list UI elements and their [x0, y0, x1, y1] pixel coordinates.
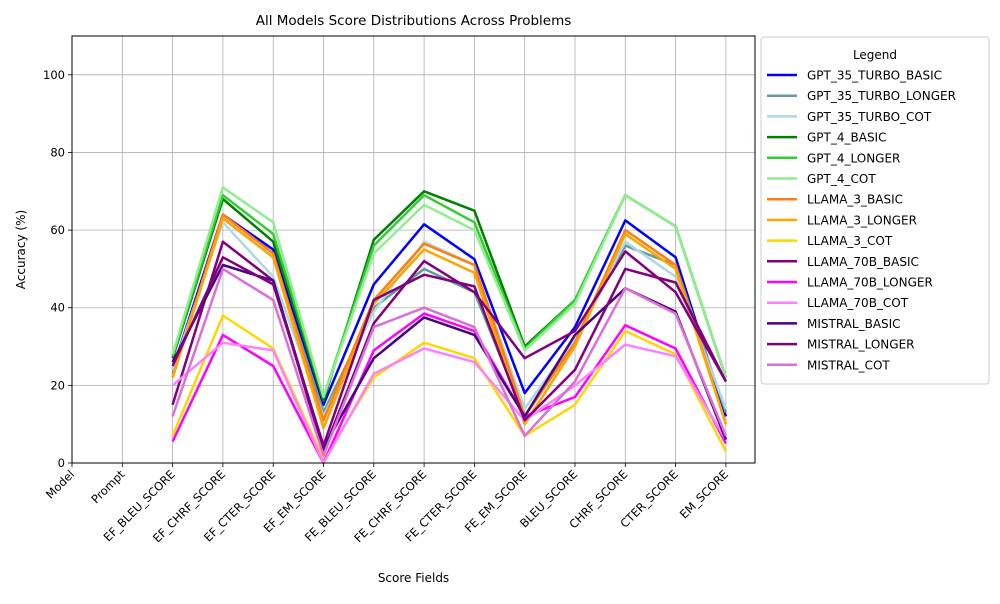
legend-label: GPT_35_TURBO_BASIC — [807, 69, 942, 83]
series-line-mistral-cot — [171, 267, 728, 457]
series-line-llama-70b-basic — [171, 240, 727, 453]
legend-label: GPT_35_TURBO_LONGER — [807, 89, 956, 103]
legend-label: MISTRAL_BASIC — [807, 317, 901, 331]
legend-label: GPT_4_COT — [807, 172, 876, 186]
legend-items: GPT_35_TURBO_BASIC GPT_35_TURBO_LONGER GPT… — [767, 69, 956, 372]
legend-box — [760, 36, 990, 385]
legend-label: MISTRAL_LONGER — [807, 338, 914, 352]
legend: Legend GPT_35_TURBO_BASIC GPT_35_TURBO_LO… — [760, 36, 990, 385]
series-line-gpt-35-turbo-basic — [171, 213, 728, 417]
legend-label: GPT_4_BASIC — [807, 131, 886, 145]
y-tick-label: 100 — [43, 68, 65, 82]
legend-label: GPT_4_LONGER — [807, 151, 900, 165]
series-line-llama-70b-longer — [171, 312, 728, 465]
y-axis-label: Accuracy (%) — [14, 210, 28, 289]
y-tick-label: 20 — [50, 378, 65, 392]
y-tick-label: 40 — [50, 301, 65, 315]
series-line-gpt-4-cot — [171, 186, 728, 399]
chart-title: All Models Score Distributions Across Pr… — [256, 13, 572, 29]
legend-label: LLAMA_3_BASIC — [807, 193, 903, 207]
legend-label: MISTRAL_COT — [807, 358, 890, 372]
series-line-llama-3-basic — [171, 213, 728, 425]
legend-label: LLAMA_3_COT — [807, 234, 893, 248]
legend-label: LLAMA_3_LONGER — [807, 213, 917, 227]
y-tick-label: 0 — [58, 456, 65, 470]
legend-label: GPT_35_TURBO_COT — [807, 110, 932, 124]
x-axis-label: Score Fields — [378, 571, 449, 585]
legend-label: LLAMA_70B_BASIC — [807, 255, 919, 269]
legend-title: Legend — [853, 48, 897, 62]
series-lines — [171, 186, 728, 465]
y-tick-label: 60 — [50, 223, 65, 237]
series-line-llama-70b-cot — [171, 341, 727, 465]
y-tick-label: 80 — [50, 145, 65, 159]
series-line-llama-3-longer — [171, 217, 728, 430]
plot-frame — [71, 35, 756, 464]
series-line-llama-3-cot — [171, 314, 728, 461]
legend-label: LLAMA_70B_COT — [807, 296, 909, 310]
series-line-mistral-longer — [171, 256, 728, 447]
legend-label: LLAMA_70B_LONGER — [807, 276, 933, 290]
